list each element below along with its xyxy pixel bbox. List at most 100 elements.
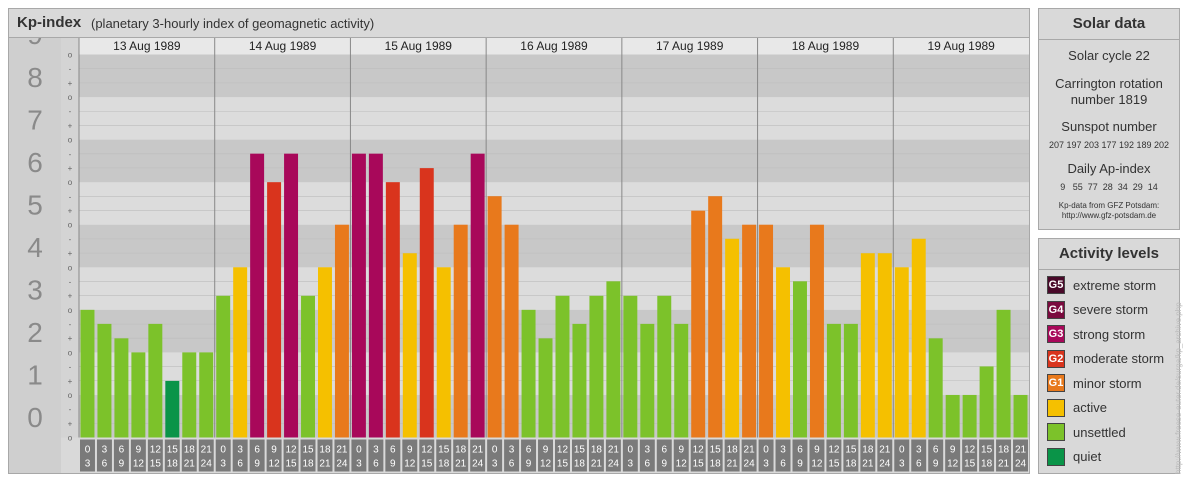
hour-end-label: 6 bbox=[102, 459, 108, 470]
hour-end-label: 12 bbox=[269, 459, 281, 470]
kp-bar bbox=[351, 153, 366, 438]
activity-level-minor-storm: G1 minor storm bbox=[1047, 373, 1142, 393]
kp-bar bbox=[572, 323, 587, 438]
kp-bar bbox=[725, 238, 740, 438]
hour-start-label: 3 bbox=[645, 445, 651, 456]
y-tick-label: 7 bbox=[27, 104, 43, 135]
y-subtick-mark: - bbox=[69, 192, 72, 201]
hour-end-label: 3 bbox=[492, 459, 498, 470]
hour-end-label: 9 bbox=[661, 459, 667, 470]
hour-box bbox=[215, 439, 231, 472]
hour-box bbox=[588, 439, 604, 472]
y-subtick-mark: + bbox=[68, 207, 73, 216]
y-subtick-mark: o bbox=[68, 221, 73, 230]
kp-bar bbox=[928, 338, 943, 438]
hour-box bbox=[996, 439, 1012, 472]
hour-start-label: 0 bbox=[763, 445, 769, 456]
hour-start-label: 6 bbox=[797, 445, 803, 456]
hour-start-label: 6 bbox=[661, 445, 667, 456]
hour-start-label: 3 bbox=[780, 445, 786, 456]
hour-end-label: 12 bbox=[676, 459, 688, 470]
activity-level-strong-storm: G3 strong storm bbox=[1047, 324, 1145, 344]
activity-levels-title: Activity levels bbox=[1039, 239, 1179, 270]
kp-bar bbox=[843, 323, 858, 438]
hour-start-label: 0 bbox=[85, 445, 91, 456]
hour-box bbox=[690, 439, 706, 472]
kp-bar bbox=[453, 224, 468, 438]
hour-start-label: 9 bbox=[543, 445, 549, 456]
hour-end-label: 3 bbox=[763, 459, 769, 470]
kp-band bbox=[79, 139, 1029, 183]
kp-bar bbox=[657, 295, 672, 438]
hour-box bbox=[385, 439, 401, 472]
hour-end-label: 15 bbox=[828, 459, 840, 470]
hour-end-label: 6 bbox=[373, 459, 379, 470]
source-link[interactable]: http://www.gfz-potsdam.de bbox=[1061, 211, 1157, 220]
hour-start-label: 12 bbox=[150, 445, 162, 456]
hour-box bbox=[707, 439, 723, 472]
day-label: 16 Aug 1989 bbox=[520, 39, 588, 53]
hour-box bbox=[775, 439, 791, 472]
hour-box bbox=[571, 439, 587, 472]
hour-end-label: 24 bbox=[1015, 459, 1027, 470]
kp-bar bbox=[148, 323, 163, 438]
activity-label: unsettled bbox=[1073, 424, 1126, 440]
day-label: 15 Aug 1989 bbox=[385, 39, 453, 53]
hour-box bbox=[555, 439, 570, 472]
kp-bar bbox=[250, 153, 265, 438]
day-header-strip bbox=[79, 38, 1029, 55]
hour-end-label: 15 bbox=[150, 459, 162, 470]
hour-end-label: 9 bbox=[119, 459, 125, 470]
hour-start-label: 0 bbox=[628, 445, 634, 456]
hour-end-label: 3 bbox=[899, 459, 905, 470]
y-subtick-mark: o bbox=[68, 306, 73, 315]
hour-end-label: 15 bbox=[557, 459, 569, 470]
hour-start-label: 18 bbox=[319, 445, 331, 456]
hour-box bbox=[894, 439, 910, 472]
hour-box bbox=[639, 439, 655, 472]
hour-start-label: 18 bbox=[998, 445, 1010, 456]
hour-box bbox=[945, 439, 961, 472]
hour-start-label: 3 bbox=[373, 445, 379, 456]
hour-box bbox=[656, 439, 672, 472]
hour-box bbox=[962, 439, 978, 472]
hour-end-label: 3 bbox=[220, 459, 226, 470]
day-label: 17 Aug 1989 bbox=[656, 39, 724, 53]
credit-link[interactable]: http://www.freese-euter.de/surga/kp_arch… bbox=[1174, 302, 1183, 474]
day-label: 13 Aug 1989 bbox=[113, 39, 181, 53]
hour-box bbox=[622, 439, 638, 472]
hour-box bbox=[724, 439, 740, 472]
y-subtick-mark: - bbox=[69, 405, 72, 414]
hour-start-label: 3 bbox=[509, 445, 515, 456]
kp-bar bbox=[80, 309, 95, 438]
y-subtick-mark: o bbox=[68, 51, 73, 60]
y-subtick-mark: - bbox=[69, 363, 72, 372]
hour-end-label: 6 bbox=[916, 459, 922, 470]
hour-start-label: 9 bbox=[678, 445, 684, 456]
hour-box bbox=[826, 439, 842, 472]
kp-bar bbox=[945, 394, 960, 438]
kp-bar bbox=[877, 253, 892, 438]
hour-start-label: 9 bbox=[136, 445, 142, 456]
hour-start-label: 18 bbox=[184, 445, 196, 456]
hour-end-label: 15 bbox=[421, 459, 433, 470]
hour-end-label: 21 bbox=[862, 459, 874, 470]
hour-box bbox=[164, 439, 180, 472]
kp-bar bbox=[318, 267, 332, 438]
hour-end-label: 9 bbox=[390, 459, 396, 470]
activity-level-active: active bbox=[1047, 398, 1107, 418]
hour-box bbox=[877, 439, 893, 472]
y-subtick-mark: o bbox=[68, 178, 73, 187]
hour-box bbox=[843, 439, 859, 472]
hour-end-label: 18 bbox=[167, 459, 179, 470]
activity-label: severe storm bbox=[1073, 302, 1149, 317]
hour-box bbox=[334, 439, 350, 472]
activity-swatch: G1 bbox=[1047, 374, 1065, 392]
hour-start-label: 21 bbox=[472, 445, 484, 456]
hour-start-label: 15 bbox=[981, 445, 993, 456]
y-subtick-mark: - bbox=[69, 320, 72, 329]
kp-bar bbox=[334, 224, 349, 438]
hour-start-label: 21 bbox=[744, 445, 756, 456]
kp-bar bbox=[623, 295, 638, 438]
hour-start-label: 12 bbox=[964, 445, 976, 456]
